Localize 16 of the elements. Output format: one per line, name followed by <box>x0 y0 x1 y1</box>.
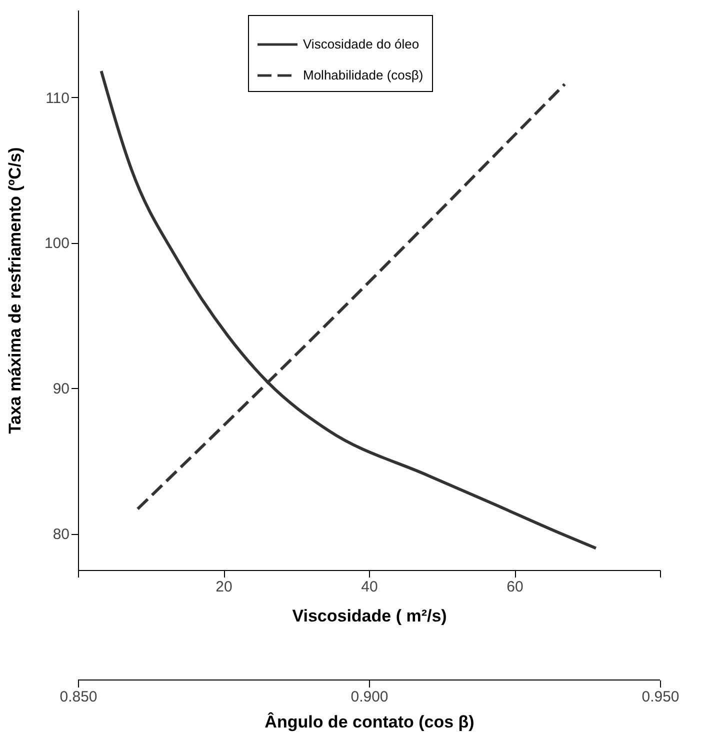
x2-axis-title: Ângulo de contato (cos β) <box>264 712 474 732</box>
y-tick-label: 100 <box>44 235 70 252</box>
legend-label: Viscosidade do óleo <box>303 36 420 52</box>
x2-tick-label: 0.850 <box>60 688 98 706</box>
x-axis-title: Viscosidade ( m²/s) <box>292 606 447 626</box>
legend-label: Molhabilidade (cosβ) <box>303 68 424 82</box>
x-tick-label: 40 <box>361 578 378 596</box>
x-tick-label: 20 <box>216 578 232 596</box>
y-tick-label: 90 <box>52 380 70 398</box>
line-series <box>100 70 598 550</box>
x2-tick-label: 0.900 <box>350 688 388 706</box>
y-axis-title: Taxa máxima de resfriamento (ºC/s) <box>5 147 24 434</box>
y-tick-label: 80 <box>52 526 70 544</box>
x2-tick-label: 0.950 <box>642 688 680 706</box>
x-tick-label: 60 <box>506 578 524 596</box>
y-tick-label: 110 <box>46 90 70 107</box>
